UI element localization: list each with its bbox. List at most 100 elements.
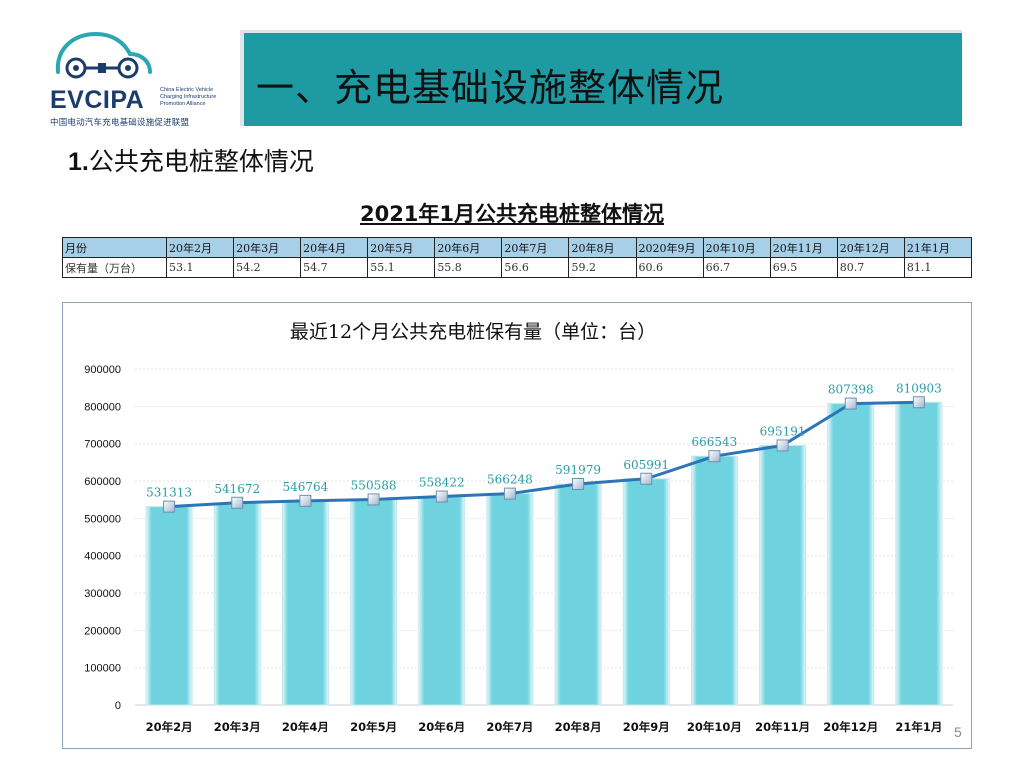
table-value-cell: 55.1 <box>367 257 436 278</box>
logo-brand-text: EVCIPA <box>50 86 145 114</box>
bar <box>827 403 875 706</box>
table-month-cell: 20年7月 <box>501 237 570 258</box>
logo-chinese-name: 中国电动汽车充电基础设施促进联盟 <box>50 118 190 128</box>
table-month-cell: 21年1月 <box>903 237 973 258</box>
bar <box>145 506 193 706</box>
table-month-cell: 20年5月 <box>367 237 436 258</box>
data-point-marker <box>844 397 857 410</box>
table-value-cell: 54.7 <box>300 257 369 278</box>
data-label: 666543 <box>692 435 738 449</box>
y-tick-label: 600000 <box>84 476 121 488</box>
data-point-marker <box>299 494 312 507</box>
bar <box>418 496 466 706</box>
stock-chart: 0 100000 200000 300000 400000 500000 600000 700… <box>84 364 953 734</box>
table-header-cell: 月份 <box>62 237 167 258</box>
x-tick-label: 20年3月 <box>214 720 261 734</box>
data-label: 546764 <box>283 480 329 494</box>
data-point-marker <box>503 487 516 500</box>
table-value-row: 保有量（万台） 53.1 54.2 54.7 55.1 55.8 56.6 59… <box>62 257 973 278</box>
data-label: 695191 <box>760 424 806 438</box>
data-label: 558422 <box>419 476 465 490</box>
table-value-label: 保有量（万台） <box>62 257 167 278</box>
y-tick-label: 100000 <box>84 663 121 675</box>
table-value-cell: 80.7 <box>836 257 905 278</box>
y-tick-label: 900000 <box>84 364 121 376</box>
x-tick-label: 20年6月 <box>418 720 465 734</box>
x-tick-label: 20年5月 <box>350 720 397 734</box>
data-point-marker <box>912 396 925 409</box>
table-value-cell: 69.5 <box>769 257 838 278</box>
bar <box>486 493 534 706</box>
data-point-marker <box>435 490 448 503</box>
table-value-cell: 53.1 <box>165 257 235 278</box>
table-month-cell: 20年4月 <box>300 237 369 258</box>
x-tick-label: 20年9月 <box>623 720 670 734</box>
page-number: 5 <box>954 724 962 740</box>
x-tick-label: 20年11月 <box>755 720 810 734</box>
monthly-stock-table: 月份 20年2月 20年3月 20年4月 20年5月 20年6月 20年7月 2… <box>62 237 973 278</box>
bar <box>281 500 329 706</box>
x-tick-label: 20年10月 <box>687 720 742 734</box>
chart-frame: 最近12个月公共充电桩保有量（单位：台） 0 100000 200000 300000… <box>62 302 972 749</box>
table-month-cell: 2020年9月 <box>635 237 704 258</box>
data-label: 541672 <box>214 482 260 496</box>
data-point-marker <box>640 472 653 485</box>
table-value-cell: 54.2 <box>233 257 302 278</box>
data-point-marker <box>572 477 585 490</box>
series-line <box>168 400 919 509</box>
ev-plug-car-icon <box>55 31 152 79</box>
bar <box>622 478 670 706</box>
y-tick-label: 500000 <box>84 513 121 525</box>
subheading-text: 公共充电桩整体情况 <box>88 147 314 176</box>
bar <box>895 401 943 706</box>
y-tick-label: 700000 <box>84 439 121 451</box>
section-subheading: 1.公共充电桩整体情况 <box>68 142 314 178</box>
bar <box>690 455 738 706</box>
data-label: 591979 <box>555 463 601 477</box>
y-tick-label: 800000 <box>84 401 121 413</box>
y-tick-label: 200000 <box>84 625 121 637</box>
table-month-cell: 20年6月 <box>434 237 503 258</box>
header-bar: 一、充电基础设施整体情况 <box>240 30 962 126</box>
data-point-marker <box>231 496 244 509</box>
table-value-cell: 55.8 <box>434 257 503 278</box>
chart-title: 最近12个月公共充电桩保有量（单位：台） <box>289 321 657 343</box>
table-month-cell: 20年3月 <box>233 237 302 258</box>
y-tick-label: 0 <box>115 700 121 712</box>
x-tick-label: 20年12月 <box>823 720 878 734</box>
x-tick-label: 21年1月 <box>895 720 942 734</box>
table-value-cell: 81.1 <box>903 257 973 278</box>
data-label: 810903 <box>896 381 942 395</box>
page-title: 一、充电基础设施整体情况 <box>256 66 725 110</box>
x-tick-label: 20年4月 <box>282 720 329 734</box>
bar <box>213 502 261 706</box>
x-tick-label: 20年2月 <box>146 720 193 734</box>
data-point-marker <box>776 439 789 452</box>
data-label: 605991 <box>623 458 669 472</box>
table-value-cell: 66.7 <box>702 257 771 278</box>
evcipa-logo: EVCIPA China Electric Vehicle Charging I… <box>48 28 218 128</box>
table-month-cell: 20年11月 <box>769 237 838 258</box>
table-header-row: 月份 20年2月 20年3月 20年4月 20年5月 20年6月 20年7月 2… <box>62 237 973 258</box>
data-label: 531313 <box>146 486 192 500</box>
x-tick-label: 20年8月 <box>555 720 602 734</box>
bar <box>554 483 602 706</box>
bar <box>350 498 398 706</box>
table-month-cell: 20年8月 <box>568 237 637 258</box>
table-month-cell: 20年12月 <box>836 237 905 258</box>
table-value-cell: 59.2 <box>568 257 637 278</box>
table-value-cell: 56.6 <box>501 257 570 278</box>
bar <box>759 444 807 706</box>
data-label: 566248 <box>487 473 533 487</box>
data-point-marker <box>708 450 721 463</box>
table-month-cell: 20年10月 <box>702 237 771 258</box>
data-label: 550588 <box>351 478 397 492</box>
table-month-cell: 20年2月 <box>165 237 235 258</box>
logo-english-name: China Electric Vehicle Charging Infrastr… <box>160 87 217 107</box>
data-point-marker <box>367 493 380 506</box>
data-label: 807398 <box>828 383 874 397</box>
table-title: 2021年1月公共充电桩整体情况 <box>359 202 665 226</box>
table-value-cell: 60.6 <box>635 257 704 278</box>
y-tick-label: 400000 <box>84 551 121 563</box>
x-tick-label: 20年7月 <box>486 720 533 734</box>
